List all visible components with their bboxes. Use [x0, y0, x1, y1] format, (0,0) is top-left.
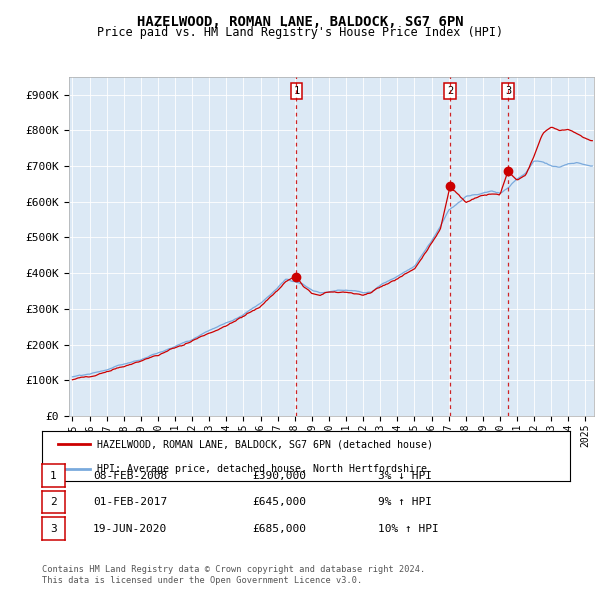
Text: 3: 3	[505, 86, 511, 96]
Text: Price paid vs. HM Land Registry's House Price Index (HPI): Price paid vs. HM Land Registry's House …	[97, 26, 503, 39]
Text: 9% ↑ HPI: 9% ↑ HPI	[378, 497, 432, 507]
Text: HPI: Average price, detached house, North Hertfordshire: HPI: Average price, detached house, Nort…	[97, 464, 427, 474]
Text: 2: 2	[50, 497, 57, 507]
Text: 1: 1	[293, 86, 299, 96]
Text: 19-JUN-2020: 19-JUN-2020	[93, 524, 167, 533]
Text: 3: 3	[50, 524, 57, 533]
Text: £685,000: £685,000	[252, 524, 306, 533]
Text: HAZELWOOD, ROMAN LANE, BALDOCK, SG7 6PN (detached house): HAZELWOOD, ROMAN LANE, BALDOCK, SG7 6PN …	[97, 439, 433, 449]
Text: 1: 1	[50, 471, 57, 480]
Text: 10% ↑ HPI: 10% ↑ HPI	[378, 524, 439, 533]
Text: £645,000: £645,000	[252, 497, 306, 507]
Text: Contains HM Land Registry data © Crown copyright and database right 2024.
This d: Contains HM Land Registry data © Crown c…	[42, 565, 425, 585]
Text: HAZELWOOD, ROMAN LANE, BALDOCK, SG7 6PN: HAZELWOOD, ROMAN LANE, BALDOCK, SG7 6PN	[137, 15, 463, 29]
Text: 2: 2	[447, 86, 453, 96]
Text: 01-FEB-2017: 01-FEB-2017	[93, 497, 167, 507]
Text: 08-FEB-2008: 08-FEB-2008	[93, 471, 167, 480]
Text: £390,000: £390,000	[252, 471, 306, 480]
Text: 3% ↓ HPI: 3% ↓ HPI	[378, 471, 432, 480]
